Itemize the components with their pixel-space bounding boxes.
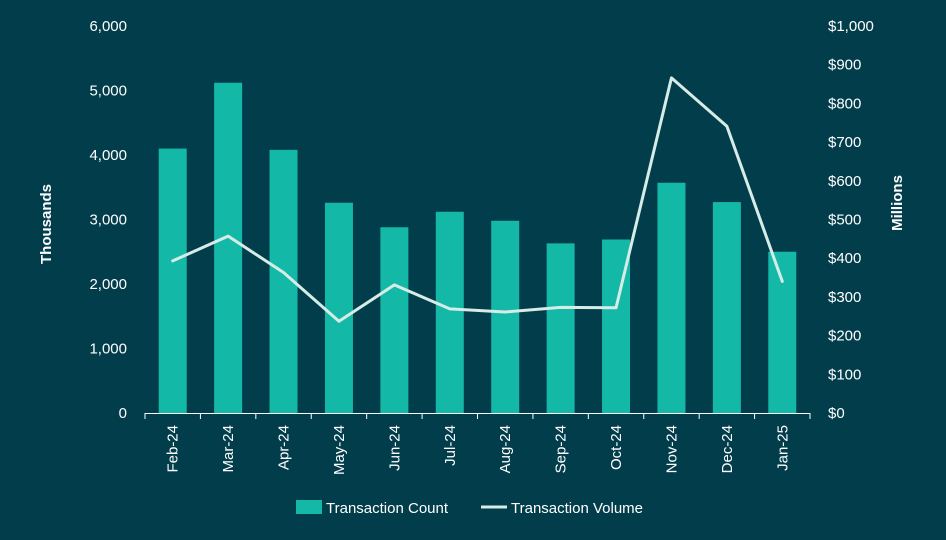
x-tick-label: Dec-24 bbox=[719, 425, 736, 473]
bar-mar-24 bbox=[214, 82, 243, 413]
legend-label-volume: Transaction Volume bbox=[511, 500, 643, 517]
x-tick-label: May-24 bbox=[331, 425, 348, 475]
x-tick-label: Feb-24 bbox=[165, 425, 182, 473]
y2-tick-label: $1,000 bbox=[828, 18, 874, 35]
y-tick-label: 2,000 bbox=[89, 276, 127, 293]
y2-tick-label: $900 bbox=[828, 57, 861, 74]
x-tick-label: Jun-24 bbox=[386, 425, 403, 471]
x-tick-label: Nov-24 bbox=[663, 425, 680, 473]
y-axis-left: 0 1,000 2,000 3,000 4,000 5,000 6,000 bbox=[89, 18, 127, 422]
x-axis: Feb-24 Mar-24 Apr-24 May-24 Jun-24 Jul-24 Aug-… bbox=[144, 413, 811, 475]
y-tick-label: 0 bbox=[119, 405, 127, 422]
y-tick-label: 4,000 bbox=[89, 147, 127, 164]
x-tick-label: Mar-24 bbox=[220, 425, 237, 473]
legend-swatch-count bbox=[296, 500, 322, 514]
y2-tick-label: $200 bbox=[828, 328, 861, 345]
y2-tick-label: $300 bbox=[828, 289, 861, 306]
y2-axis-title: Millions bbox=[889, 175, 906, 231]
line-series bbox=[171, 76, 784, 323]
x-tick-label: Jul-24 bbox=[442, 425, 459, 466]
x-tick-label: Jan-25 bbox=[774, 425, 791, 471]
x-tick-label: Oct-24 bbox=[608, 425, 625, 470]
legend: Transaction Count Transaction Volume bbox=[296, 500, 643, 517]
bar-may-24 bbox=[324, 202, 353, 413]
y-tick-label: 5,000 bbox=[89, 83, 127, 100]
bar-jan-25 bbox=[768, 251, 797, 413]
legend-label-count: Transaction Count bbox=[326, 500, 449, 517]
y2-tick-label: $400 bbox=[828, 250, 861, 267]
x-tick-label: Aug-24 bbox=[497, 425, 514, 473]
bar-sep-24 bbox=[546, 243, 575, 413]
y2-tick-label: $600 bbox=[828, 173, 861, 190]
y2-tick-label: $700 bbox=[828, 134, 861, 151]
bar-nov-24 bbox=[657, 182, 686, 413]
bar-dec-24 bbox=[712, 202, 741, 413]
y2-tick-label: $0 bbox=[828, 405, 845, 422]
x-tick-label: Sep-24 bbox=[553, 425, 570, 473]
bar-jul-24 bbox=[435, 211, 464, 413]
x-tick-label: Apr-24 bbox=[276, 425, 293, 470]
y-tick-label: 6,000 bbox=[89, 18, 127, 35]
y-tick-label: 1,000 bbox=[89, 341, 127, 358]
y2-tick-label: $500 bbox=[828, 212, 861, 229]
y2-tick-label: $800 bbox=[828, 95, 861, 112]
bar-feb-24 bbox=[158, 148, 187, 414]
y-axis-title: Thousands bbox=[38, 184, 55, 264]
line-transaction-volume bbox=[171, 76, 784, 323]
y2-tick-label: $100 bbox=[828, 366, 861, 383]
bar-jun-24 bbox=[380, 227, 409, 413]
bar-series bbox=[158, 82, 797, 414]
y-tick-label: 3,000 bbox=[89, 212, 127, 229]
bar-aug-24 bbox=[491, 220, 520, 413]
y-axis-right: $0 $100 $200 $300 $400 $500 $600 $700 $800 $900 $1… bbox=[828, 18, 874, 422]
